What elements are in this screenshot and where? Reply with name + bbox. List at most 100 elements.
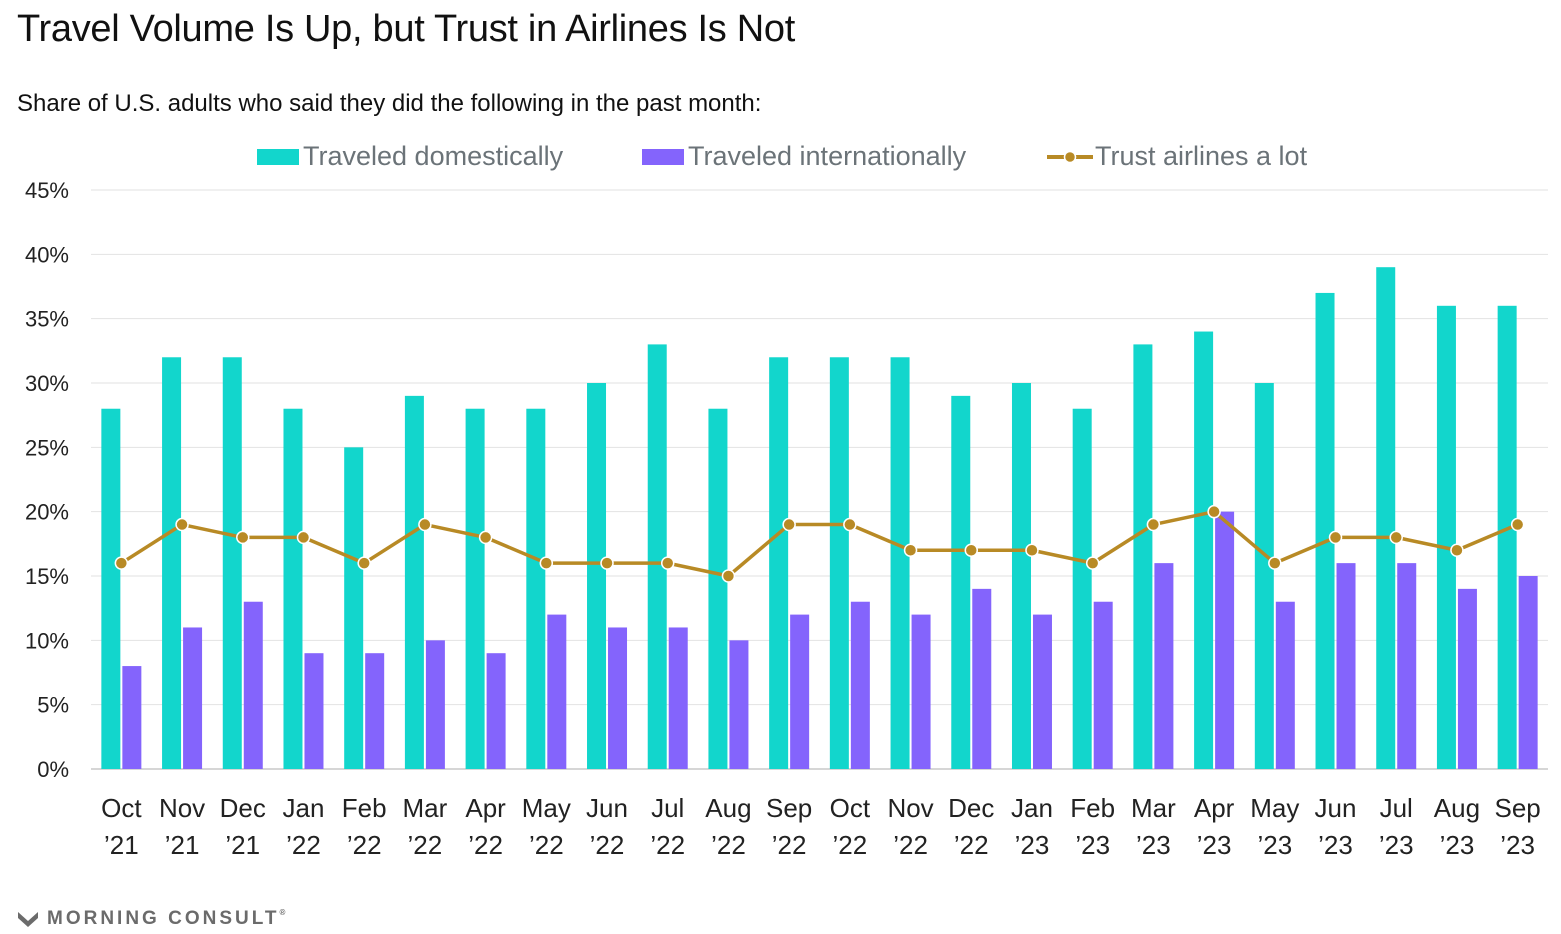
y-tick-label: 25%: [25, 435, 69, 460]
x-tick-label-year: ’22: [286, 830, 321, 860]
x-tick-label-month: Nov: [887, 793, 933, 823]
x-tick-label-year: ’21: [104, 830, 139, 860]
bar-domestic: [283, 408, 303, 769]
bar-international: [850, 601, 870, 769]
bar-international: [608, 627, 628, 769]
bar-domestic: [344, 447, 364, 769]
x-tick-label-year: ’21: [225, 830, 260, 860]
brand-footer: MORNING CONSULT®: [17, 908, 285, 930]
x-tick-label-year: ’22: [529, 830, 564, 860]
x-tick-label-year: ’22: [711, 830, 746, 860]
bar-international: [1154, 563, 1174, 769]
x-tick-label-year: ’23: [1440, 830, 1475, 860]
bar-international: [425, 640, 445, 769]
legend-swatch-trust: [1047, 150, 1093, 163]
bar-domestic: [1194, 331, 1214, 769]
bar-domestic: [162, 357, 182, 769]
x-tick-label-month: Mar: [1131, 793, 1176, 823]
x-tick-label-year: ’22: [650, 830, 685, 860]
bar-domestic: [101, 408, 121, 769]
legend-label-international: Traveled internationally: [688, 141, 967, 171]
brand-name: MORNING CONSULT®: [47, 908, 286, 929]
x-tick-label-month: Sep: [766, 793, 812, 823]
y-tick-label: 10%: [25, 628, 69, 653]
bar-domestic: [769, 357, 789, 769]
bar-domestic: [890, 357, 910, 769]
bar-domestic: [222, 357, 242, 769]
x-tick-label-month: Jul: [1380, 793, 1413, 823]
bar-international: [304, 653, 324, 769]
x-tick-label-month: Jul: [651, 793, 684, 823]
x-tick-label-year: ’23: [1075, 830, 1110, 860]
trust-point: [1146, 517, 1161, 532]
x-tick-label-month: Aug: [705, 793, 751, 823]
trust-point: [236, 530, 250, 545]
bar-international: [1336, 563, 1356, 769]
x-tick-label-year: ’23: [1500, 830, 1535, 860]
trust-point: [357, 556, 371, 570]
trust-point: [114, 556, 129, 570]
bar-international: [972, 588, 992, 769]
x-tick-label-month: May: [1250, 793, 1299, 823]
x-tick-label-year: ’23: [1197, 830, 1232, 860]
x-tick-label-month: Mar: [403, 793, 448, 823]
bar-international: [1457, 588, 1477, 769]
x-tick-label-month: Dec: [948, 793, 994, 823]
legend-item-trust: Trust airlines a lot: [1047, 141, 1307, 172]
x-tick-label-year: ’23: [1379, 830, 1414, 860]
bar-international: [1397, 563, 1417, 769]
x-tick-label-month: Jun: [1315, 793, 1357, 823]
chart-title: Travel Volume Is Up, but Trust in Airlin…: [17, 8, 795, 50]
y-tick-label: 5%: [37, 693, 69, 718]
x-tick-label-year: ’22: [954, 830, 989, 860]
trust-point: [1450, 543, 1464, 558]
bar-international: [911, 614, 931, 769]
bar-domestic: [1315, 292, 1335, 769]
bar-international: [486, 653, 506, 769]
bar-domestic: [647, 344, 667, 769]
x-tick-label-year: ’23: [1318, 830, 1353, 860]
x-tick-label-month: Oct: [830, 793, 871, 823]
bar-international: [1518, 576, 1538, 769]
trust-point: [1328, 530, 1343, 545]
x-tick-label-year: ’22: [468, 830, 503, 860]
trust-point: [1389, 530, 1403, 545]
x-tick-label-year: ’23: [1136, 830, 1171, 860]
bar-domestic: [951, 395, 971, 769]
bar-international: [790, 614, 810, 769]
trust-point: [296, 530, 311, 545]
trust-point: [175, 517, 189, 532]
trust-point: [418, 517, 432, 532]
legend-label-domestic: Traveled domestically: [303, 141, 564, 171]
bar-international: [1093, 601, 1113, 769]
legend: Traveled domestically Traveled internati…: [0, 141, 1561, 177]
bar-domestic: [708, 408, 728, 769]
trust-point: [1207, 504, 1221, 519]
bar-domestic: [1011, 383, 1031, 769]
bar-international: [1215, 511, 1235, 769]
trust-point: [903, 543, 918, 558]
trust-point: [1510, 517, 1525, 532]
x-tick-label-year: ’23: [1257, 830, 1292, 860]
x-tick-label-year: ’22: [833, 830, 868, 860]
y-tick-label: 45%: [25, 178, 69, 203]
x-tick-label-month: Feb: [342, 793, 387, 823]
x-tick-label-month: Oct: [101, 793, 142, 823]
bar-domestic: [1254, 383, 1274, 769]
x-tick-label-month: Jun: [586, 793, 628, 823]
x-tick-label-month: Apr: [1194, 793, 1235, 823]
legend-label-trust: Trust airlines a lot: [1095, 141, 1308, 171]
bar-international: [183, 627, 203, 769]
bar-domestic: [587, 383, 607, 769]
x-tick-label-month: Sep: [1495, 793, 1541, 823]
bar-international: [365, 653, 385, 769]
bar-international: [1032, 614, 1052, 769]
morning-consult-logo-icon: [18, 912, 38, 927]
bar-domestic: [1497, 305, 1517, 769]
bar-domestic: [829, 357, 849, 769]
x-tick-label-year: ’22: [590, 830, 625, 860]
chart-subtitle: Share of U.S. adults who said they did t…: [17, 90, 762, 117]
y-tick-label: 20%: [25, 500, 69, 525]
y-tick-label: 40%: [25, 242, 69, 267]
y-tick-label: 15%: [25, 564, 69, 589]
